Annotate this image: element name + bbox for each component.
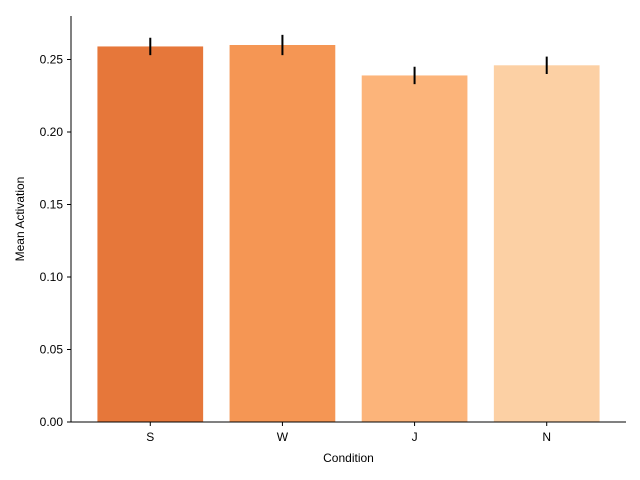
- bar-J: [361, 75, 468, 422]
- x-tick-label: N: [542, 430, 551, 444]
- y-tick-label: 0.25: [40, 53, 64, 67]
- bar-N: [493, 65, 600, 423]
- x-tick-label: J: [412, 430, 418, 444]
- x-axis-label: Condition: [323, 451, 374, 465]
- y-tick-label: 0.15: [40, 198, 64, 212]
- bar-W: [229, 45, 336, 422]
- y-tick-label: 0.05: [40, 343, 64, 357]
- bars-group: [97, 45, 600, 423]
- y-tick-label: 0.20: [40, 125, 64, 139]
- y-tick-label: 0.10: [40, 270, 64, 284]
- x-tick-label: S: [146, 430, 154, 444]
- x-tick-label: W: [277, 430, 289, 444]
- bar-S: [97, 46, 204, 422]
- error-bars-group: [149, 34, 548, 85]
- y-ticks-group: 0.00 0.05 0.10 0.15 0.20 0.25: [40, 53, 71, 429]
- y-tick-label: 0.00: [40, 415, 64, 429]
- y-axis-label: Mean Activation: [13, 177, 27, 262]
